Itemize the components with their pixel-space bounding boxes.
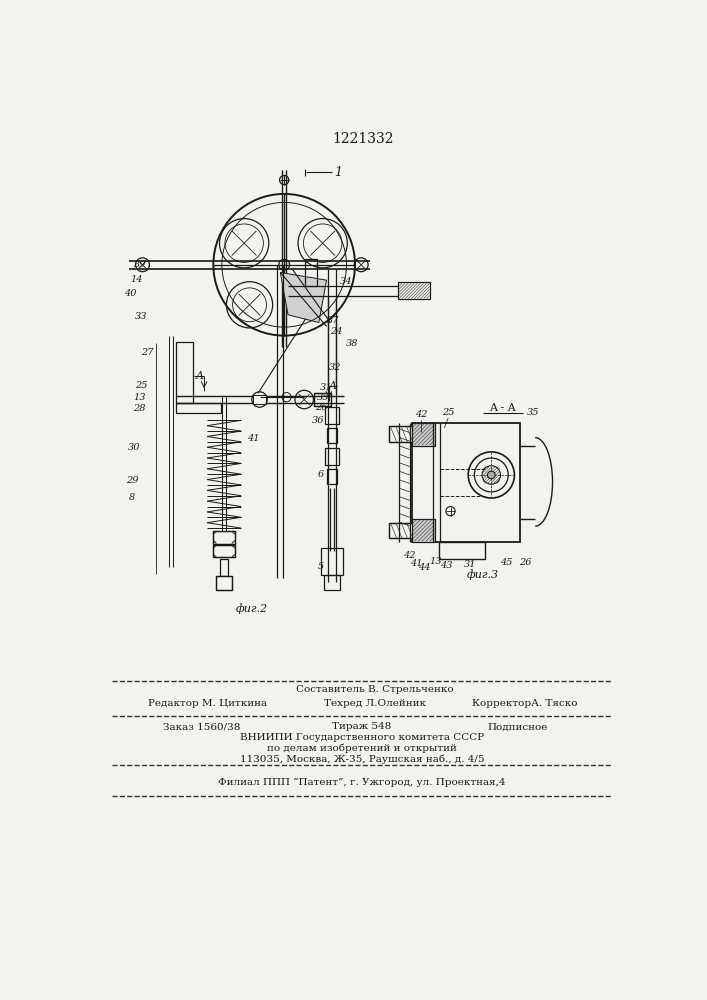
Text: фиг.3: фиг.3 <box>467 569 499 580</box>
Text: Филиал ППП “Патент”, г. Ужгород, ул. Проектная,4: Филиал ППП “Патент”, г. Ужгород, ул. Про… <box>218 778 506 787</box>
Text: Техред Л.Олейник: Техред Л.Олейник <box>324 699 426 708</box>
Text: 25: 25 <box>442 408 455 417</box>
Bar <box>389 426 414 442</box>
Bar <box>176 342 193 403</box>
Bar <box>216 576 232 590</box>
Bar <box>412 423 435 446</box>
Text: 41: 41 <box>247 434 259 443</box>
Text: КорректорА. Тяско: КорректорА. Тяско <box>472 699 578 708</box>
Text: Подписное: Подписное <box>487 722 548 731</box>
Text: 42: 42 <box>415 410 428 419</box>
Bar <box>214 545 235 557</box>
Text: A - A: A - A <box>489 403 516 413</box>
Text: 25: 25 <box>135 381 147 390</box>
Text: 5: 5 <box>318 562 325 571</box>
Bar <box>321 548 343 575</box>
Bar <box>412 519 435 542</box>
Polygon shape <box>281 272 327 323</box>
Bar <box>412 423 435 446</box>
Text: 39: 39 <box>134 260 146 269</box>
Text: 40: 40 <box>124 289 136 298</box>
Text: Тираж 548: Тираж 548 <box>332 722 392 731</box>
Text: 28: 28 <box>133 404 146 413</box>
Text: 32: 32 <box>329 363 341 372</box>
Bar <box>412 423 520 542</box>
Text: A: A <box>197 371 204 381</box>
Text: 43: 43 <box>440 561 452 570</box>
Text: 30: 30 <box>128 443 140 452</box>
Bar <box>439 542 485 559</box>
Text: 13: 13 <box>133 393 146 402</box>
Text: 41: 41 <box>409 559 422 568</box>
Text: 1221332: 1221332 <box>332 132 394 146</box>
Text: Составитель В. Стрельченко: Составитель В. Стрельченко <box>296 685 454 694</box>
Text: Заказ 1560/38: Заказ 1560/38 <box>163 722 240 731</box>
Bar <box>253 395 266 404</box>
Text: 33: 33 <box>135 312 147 321</box>
Text: 35: 35 <box>317 393 329 402</box>
Text: 31: 31 <box>320 383 333 392</box>
Text: Редактор М. Циткина: Редактор М. Циткина <box>148 699 267 708</box>
Bar <box>325 448 339 465</box>
Text: 6: 6 <box>318 470 325 479</box>
Text: 24: 24 <box>330 327 343 336</box>
Text: A: A <box>329 381 337 391</box>
Text: фиг.2: фиг.2 <box>235 604 268 614</box>
Text: 13: 13 <box>429 557 441 566</box>
Bar <box>412 519 435 542</box>
Text: 8: 8 <box>129 493 135 502</box>
Bar <box>398 282 431 299</box>
Text: 14: 14 <box>130 275 143 284</box>
Bar <box>214 545 235 557</box>
Bar <box>389 523 414 538</box>
Text: 26: 26 <box>315 403 327 412</box>
Text: 113035, Москва, Ж-35, Раушская наб., д. 4/5: 113035, Москва, Ж-35, Раушская наб., д. … <box>240 754 484 764</box>
Bar <box>214 531 235 544</box>
Bar <box>305 259 317 286</box>
Text: 26: 26 <box>519 558 532 567</box>
Bar <box>389 426 414 442</box>
Bar <box>327 428 337 443</box>
Text: по делам изобретений и открытий: по делам изобретений и открытий <box>267 744 457 753</box>
Text: 35: 35 <box>527 408 539 417</box>
Text: ВНИИПИ Государственного комитета СССР: ВНИИПИ Государственного комитета СССР <box>240 733 484 742</box>
Bar <box>314 393 331 406</box>
Bar <box>325 575 339 590</box>
Text: 37: 37 <box>327 316 339 325</box>
Text: 45: 45 <box>500 558 512 567</box>
Bar <box>314 393 331 406</box>
Text: 42: 42 <box>404 551 416 560</box>
Text: 44: 44 <box>418 563 431 572</box>
Bar <box>398 282 431 299</box>
Text: 27: 27 <box>141 348 153 357</box>
Bar <box>221 559 228 576</box>
Text: 31: 31 <box>464 560 477 569</box>
Bar <box>214 531 235 544</box>
Bar <box>176 403 221 413</box>
Circle shape <box>487 471 495 479</box>
Bar <box>327 469 337 484</box>
Bar <box>325 407 339 424</box>
Bar <box>216 576 232 590</box>
Text: 1: 1 <box>334 166 342 179</box>
Text: 38: 38 <box>346 339 358 348</box>
Text: 29: 29 <box>127 476 139 485</box>
Text: 36: 36 <box>312 416 325 425</box>
Text: 34: 34 <box>340 277 353 286</box>
Bar <box>389 523 414 538</box>
